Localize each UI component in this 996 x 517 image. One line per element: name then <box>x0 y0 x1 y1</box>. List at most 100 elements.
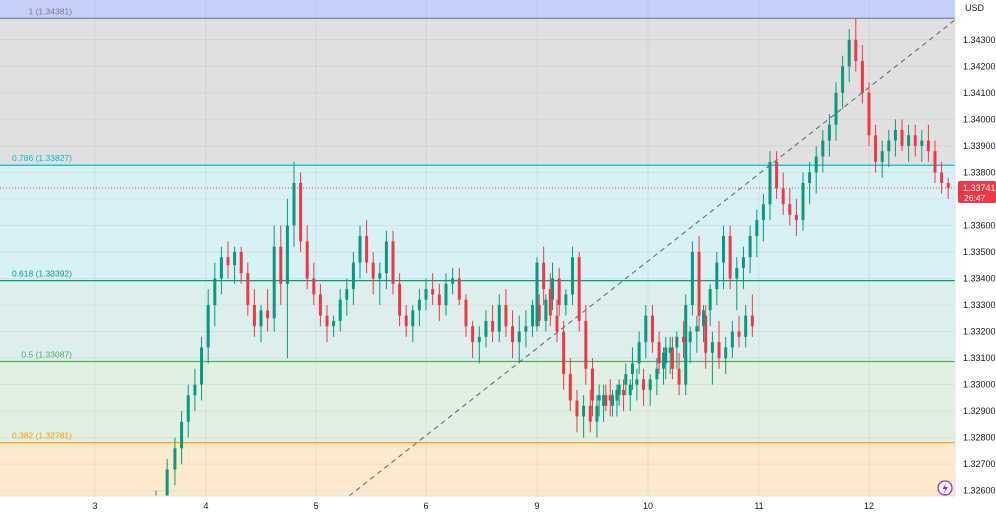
candle-body <box>577 257 581 321</box>
candle-body <box>775 161 779 189</box>
price-tick-label: 1.32700 <box>963 459 996 469</box>
candle-body <box>724 347 728 359</box>
candle-body <box>568 373 572 401</box>
fib-level-label: 0.5 (1.33087) <box>21 350 72 360</box>
candle-body <box>542 262 546 290</box>
candle-body <box>444 283 448 306</box>
candle-body <box>457 278 461 300</box>
candle-body <box>946 183 950 189</box>
candle-body <box>582 405 586 417</box>
candle-body <box>622 389 626 396</box>
price-tick-label: 1.33800 <box>963 167 996 177</box>
candle-body <box>907 135 911 146</box>
candle-body <box>648 379 652 390</box>
candle-body <box>299 183 303 242</box>
candle-body <box>748 236 752 258</box>
fib-lines <box>0 17 955 444</box>
candle-body <box>417 299 421 311</box>
candle-body <box>887 140 891 152</box>
candle-body <box>744 315 748 337</box>
current-price-badge <box>958 181 996 204</box>
candle-body <box>880 151 884 162</box>
candle-body <box>721 236 725 263</box>
candle-body <box>548 289 552 316</box>
price-tick-label: 1.33600 <box>963 220 996 230</box>
candle-body <box>682 336 686 343</box>
candle-body <box>391 241 395 284</box>
time-tick-label: 4 <box>203 501 208 511</box>
candle-body <box>285 225 289 284</box>
candle-body <box>628 384 632 396</box>
candle-body <box>695 326 699 332</box>
candle-body <box>384 241 388 274</box>
candle-body <box>451 278 455 284</box>
candle-body <box>615 389 619 401</box>
candle-body <box>933 151 937 173</box>
candle-body <box>575 400 579 417</box>
candle-body <box>730 331 734 348</box>
fib-zone-fill <box>0 280 955 362</box>
price-tick-label: 1.34300 <box>963 35 996 45</box>
candle-body <box>608 395 612 401</box>
candle-body <box>318 294 322 316</box>
fib-zone-fill <box>0 18 955 166</box>
candle-body <box>524 326 528 332</box>
candle-body <box>708 289 712 311</box>
candle-body <box>252 305 256 327</box>
candle-body <box>186 395 190 422</box>
candle-body <box>338 299 342 321</box>
fib-zone-fill <box>0 442 955 496</box>
candle-body <box>801 183 805 221</box>
fib-level-label: 1 (1.34381) <box>29 6 73 16</box>
candle-body <box>854 39 858 62</box>
candle-body <box>239 251 243 274</box>
candle-body <box>371 262 375 279</box>
candle-body <box>595 405 599 422</box>
candle-body <box>272 246 276 319</box>
price-axis-bg <box>955 0 996 512</box>
candle-body <box>557 278 561 306</box>
price-tick-label: 1.33000 <box>963 380 996 390</box>
candle-body <box>535 262 539 327</box>
candle-body <box>624 373 628 385</box>
candle-body <box>517 331 521 343</box>
candle-body <box>562 331 566 374</box>
candle-body <box>860 61 864 93</box>
price-tick-label: 1.34000 <box>963 114 996 124</box>
price-tick-label: 1.34100 <box>963 88 996 98</box>
candle-body <box>841 66 845 93</box>
candle-body <box>781 188 785 205</box>
candle-body <box>717 342 721 359</box>
candle-body <box>750 315 754 327</box>
candle-body <box>702 310 705 327</box>
candle-body <box>511 326 515 343</box>
candle-body <box>491 320 495 332</box>
candle-body <box>617 384 621 396</box>
price-tick-label: 1.32600 <box>963 486 996 496</box>
fib-level-label: 0.618 (1.33392) <box>12 269 72 279</box>
trend-line <box>348 17 958 497</box>
candle-body <box>325 315 329 327</box>
candle-body <box>345 289 349 300</box>
candle-body <box>537 305 541 321</box>
candle-body <box>690 251 694 306</box>
candle-body <box>735 267 739 279</box>
candle-body <box>814 156 818 173</box>
candle-body <box>675 336 679 348</box>
lightning-icon[interactable] <box>937 480 953 496</box>
candle-body <box>464 299 468 327</box>
candle-body <box>544 299 548 321</box>
price-tick-label: 1.33900 <box>963 141 996 151</box>
candle-body <box>808 172 812 184</box>
candle-body <box>584 320 588 369</box>
candle-body <box>531 305 535 327</box>
candle-body <box>715 262 719 290</box>
candle-body <box>471 326 475 343</box>
candle-body <box>206 305 210 348</box>
candle-body <box>920 140 924 146</box>
candle-body <box>424 289 428 300</box>
time-tick-label: 11 <box>754 501 763 511</box>
candle-body <box>279 246 283 284</box>
